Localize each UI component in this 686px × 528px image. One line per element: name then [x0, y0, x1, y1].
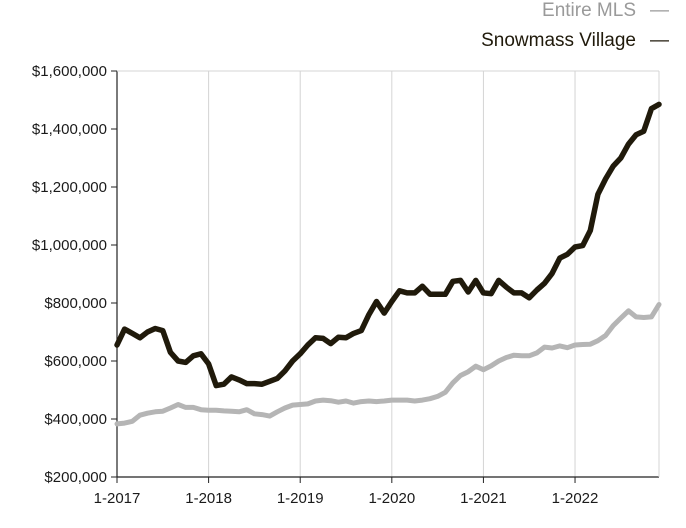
y-tick-label: $400,000: [44, 411, 107, 428]
x-tick-label: 1-2021: [460, 490, 507, 507]
x-axis-tick-labels: 1-2017 1-2018 1-2019 1-2020 1-2021 1-2022: [94, 490, 599, 507]
y-tick-label: $1,000,000: [32, 237, 107, 254]
legend-label: Entire MLS: [542, 0, 636, 21]
y-tick-label: $800,000: [44, 295, 107, 312]
series-line-entire-mls: [114, 302, 662, 427]
x-tick-label: 1-2019: [277, 490, 324, 507]
legend-label: Snowmass Village: [481, 30, 636, 51]
legend-marker: —: [650, 30, 669, 51]
data-series: [114, 101, 662, 427]
legend-item: Snowmass Village —: [481, 30, 669, 51]
y-tick-label: $600,000: [44, 353, 107, 370]
y-tick-label: $1,400,000: [32, 121, 107, 138]
y-tick-label: $200,000: [44, 469, 107, 486]
x-tick-label: 1-2020: [368, 490, 415, 507]
x-tick-label: 1-2022: [552, 490, 599, 507]
x-tick-label: 1-2018: [185, 490, 232, 507]
x-tick-label: 1-2017: [94, 490, 141, 507]
series-line-snowmass-village: [114, 101, 662, 389]
legend-marker: —: [650, 0, 669, 21]
y-tick-label: $1,200,000: [32, 179, 107, 196]
legend: Entire MLS — Snowmass Village —: [481, 0, 669, 51]
y-tick-label: $1,600,000: [32, 63, 107, 80]
y-axis-tick-labels: $200,000 $400,000 $600,000 $800,000 $1,000,0…: [32, 63, 107, 486]
legend-item: Entire MLS —: [542, 0, 669, 21]
chart-axes: [111, 70, 660, 483]
